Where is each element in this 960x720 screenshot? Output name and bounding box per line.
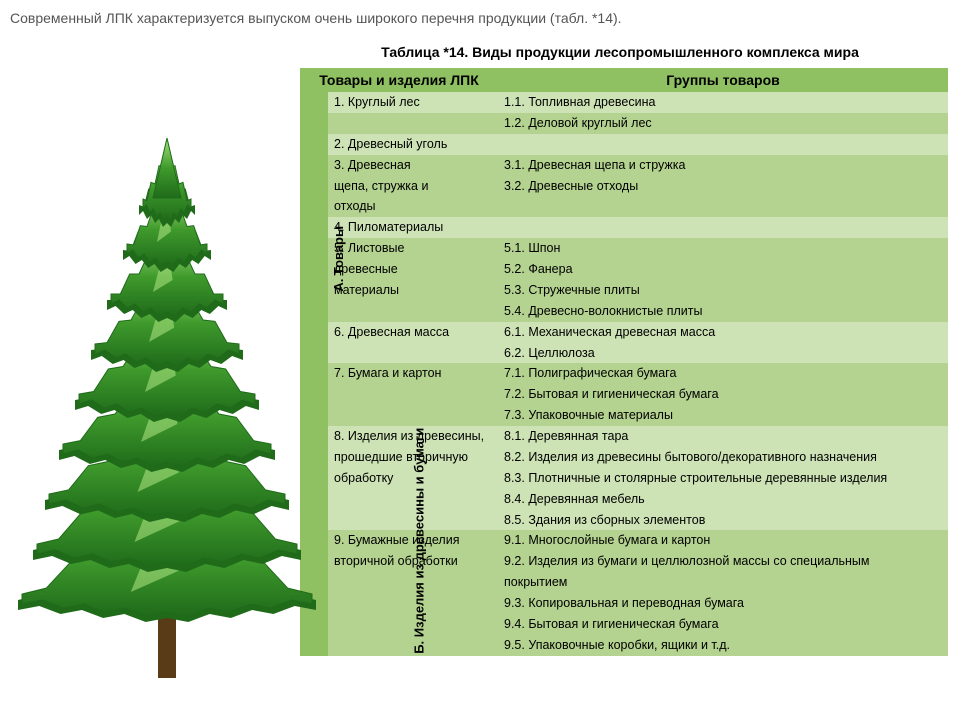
group-cell: 6.2. Целлюлоза [498, 343, 948, 364]
group-cell: 9.1. Многослойные бумага и картон [498, 530, 948, 551]
table-row: 4. Пиломатериалы [300, 217, 948, 238]
group-cell: 1.2. Деловой круглый лес [498, 113, 948, 134]
table-row: вторичной обработки9.2. Изделия из бумаг… [300, 551, 948, 572]
product-cell: щепа, стружка и [328, 176, 498, 197]
product-cell [328, 343, 498, 364]
fir-tree-illustration [10, 128, 320, 688]
product-cell: 5. Листовые [328, 238, 498, 259]
table-row: 3. Древесная3.1. Древесная щепа и стружк… [300, 155, 948, 176]
product-cell: 3. Древесная [328, 155, 498, 176]
intro-text: Современный ЛПК характеризуется выпуском… [10, 10, 950, 26]
header-right: Группы товаров [498, 68, 948, 92]
table-row: 5.4. Древесно-волокнистые плиты [300, 301, 948, 322]
product-cell: отходы [328, 196, 498, 217]
table-row: 1.2. Деловой круглый лес [300, 113, 948, 134]
table-row: 8.5. Здания из сборных элементов [300, 510, 948, 531]
table-row: 2. Древесный уголь [300, 134, 948, 155]
category-a-label: А. Товары [300, 92, 328, 426]
table-row: щепа, стружка и3.2. Древесные отходы [300, 176, 948, 197]
table-row: отходы [300, 196, 948, 217]
table-row: 6.2. Целлюлоза [300, 343, 948, 364]
group-cell: покрытием [498, 572, 948, 593]
table-row: 9. Бумажные изделия9.1. Многослойные бум… [300, 530, 948, 551]
group-cell: 8.5. Здания из сборных элементов [498, 510, 948, 531]
group-cell: 5.4. Древесно-волокнистые плиты [498, 301, 948, 322]
group-cell: 9.2. Изделия из бумаги и целлюлозной мас… [498, 551, 948, 572]
group-cell: 7.1. Полиграфическая бумага [498, 363, 948, 384]
table-row: 6. Древесная масса6.1. Механическая древ… [300, 322, 948, 343]
product-cell [328, 384, 498, 405]
table-row: 5. Листовые5.1. Шпон [300, 238, 948, 259]
table-row: 9.3. Копировальная и переводная бумага [300, 593, 948, 614]
table-row: древесные5.2. Фанера [300, 259, 948, 280]
group-cell: 8.4. Деревянная мебель [498, 489, 948, 510]
content-stage: Товары и изделия ЛПК Группы товаров А. Т… [10, 68, 950, 708]
table-row: 9.4. Бытовая и гигиеническая бумага [300, 614, 948, 635]
header-left: Товары и изделия ЛПК [300, 68, 498, 92]
table-row: 7. Бумага и картон7.1. Полиграфическая б… [300, 363, 948, 384]
table-row: материалы5.3. Стружечные плиты [300, 280, 948, 301]
product-cell: 2. Древесный уголь [328, 134, 498, 155]
category-b-label: Б. Изделия из древесины и бумаги [300, 426, 328, 656]
group-cell: 5.3. Стружечные плиты [498, 280, 948, 301]
product-cell: 1. Круглый лес [328, 92, 498, 113]
group-cell: 9.5. Упаковочные коробки, ящики и т.д. [498, 635, 948, 656]
table-row: прошедшие вторичную8.2. Изделия из древе… [300, 447, 948, 468]
group-cell: 1.1. Топливная древесина [498, 92, 948, 113]
table-row: покрытием [300, 572, 948, 593]
lpk-products-table: Товары и изделия ЛПК Группы товаров А. Т… [300, 68, 948, 656]
group-cell: 7.3. Упаковочные материалы [498, 405, 948, 426]
table-row: обработку8.3. Плотничные и столярные стр… [300, 468, 948, 489]
group-cell [498, 134, 948, 155]
product-cell: 7. Бумага и картон [328, 363, 498, 384]
table-row: 7.3. Упаковочные материалы [300, 405, 948, 426]
product-cell [328, 301, 498, 322]
group-cell: 9.4. Бытовая и гигиеническая бумага [498, 614, 948, 635]
table-row: 7.2. Бытовая и гигиеническая бумага [300, 384, 948, 405]
group-cell: 3.1. Древесная щепа и стружка [498, 155, 948, 176]
product-cell [328, 113, 498, 134]
group-cell: 6.1. Механическая древесная масса [498, 322, 948, 343]
table-row: А. Товары1. Круглый лес1.1. Топливная др… [300, 92, 948, 113]
product-cell: материалы [328, 280, 498, 301]
table-row: 8.4. Деревянная мебель [300, 489, 948, 510]
group-cell: 8.2. Изделия из древесины бытового/декор… [498, 447, 948, 468]
product-cell: древесные [328, 259, 498, 280]
group-cell: 7.2. Бытовая и гигиеническая бумага [498, 384, 948, 405]
group-cell: 5.1. Шпон [498, 238, 948, 259]
table-caption: Таблица *14. Виды продукции лесопромышле… [10, 44, 950, 60]
group-cell: 8.1. Деревянная тара [498, 426, 948, 447]
table-row: Б. Изделия из древесины и бумаги8. Издел… [300, 426, 948, 447]
group-cell: 9.3. Копировальная и переводная бумага [498, 593, 948, 614]
group-cell: 5.2. Фанера [498, 259, 948, 280]
product-cell [328, 405, 498, 426]
group-cell: 3.2. Древесные отходы [498, 176, 948, 197]
group-cell [498, 196, 948, 217]
table-row: 9.5. Упаковочные коробки, ящики и т.д. [300, 635, 948, 656]
group-cell: 8.3. Плотничные и столярные строительные… [498, 468, 948, 489]
group-cell [498, 217, 948, 238]
product-cell: 4. Пиломатериалы [328, 217, 498, 238]
product-cell: 6. Древесная масса [328, 322, 498, 343]
